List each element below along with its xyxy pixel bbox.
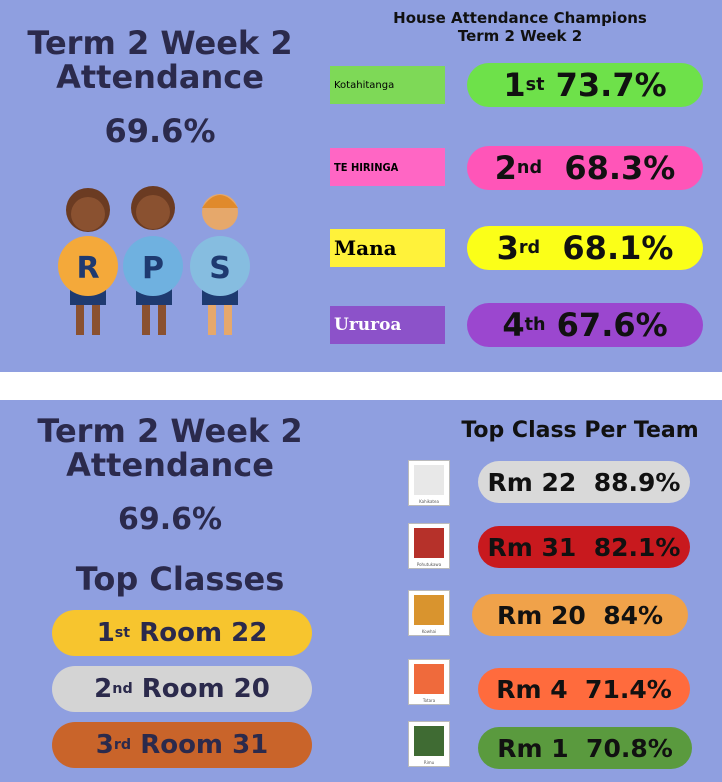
tree-name: Pohutukawa xyxy=(416,562,442,567)
room: Rm 4 xyxy=(496,674,568,704)
title: Attendance xyxy=(66,446,274,484)
letter: S xyxy=(209,251,231,286)
mascots: R P S xyxy=(58,186,250,335)
rank: 1 xyxy=(96,618,115,648)
team-icon: Kowhai xyxy=(408,590,450,636)
rank: 3 xyxy=(496,229,519,267)
tree-name: Rimu xyxy=(423,760,435,765)
per-team-title: Top Class Per Team xyxy=(461,418,699,443)
room: Room 31 xyxy=(140,730,269,760)
value: 73.7% xyxy=(555,66,667,104)
title: Term 2 Week 2 xyxy=(27,24,293,62)
suffix: nd xyxy=(516,158,543,178)
room: Rm 20 xyxy=(496,600,586,630)
value: 67.6% xyxy=(556,306,668,344)
letter: R xyxy=(76,251,99,286)
house: Mana xyxy=(330,229,445,267)
value: 84% xyxy=(603,600,664,630)
tree-name: Totara xyxy=(422,698,436,703)
top-panel: Term 2 Week 2 Attendance 69.6% R P S Hou… xyxy=(0,0,722,372)
value: 88.9% xyxy=(593,467,681,497)
team-icon: Kahikatea xyxy=(408,460,450,506)
value: 70.8% xyxy=(586,733,673,763)
top-classes-title: Top Classes xyxy=(75,560,285,598)
rank: 2 xyxy=(494,149,517,187)
room: Room 20 xyxy=(141,674,270,704)
team-icon: Totara xyxy=(408,659,450,705)
team-result: Rm 31 82.1% xyxy=(478,526,690,568)
value: 68.3% xyxy=(564,149,676,187)
title: Term 2 Week 2 xyxy=(37,412,303,450)
value: 68.1% xyxy=(562,229,674,267)
bottom-panel: Term 2 Week 2 Attendance 69.6% Top Class… xyxy=(0,400,722,782)
suffix: rd xyxy=(518,238,541,258)
title: Attendance xyxy=(56,58,264,96)
house: TE HIRINGA xyxy=(330,148,445,186)
team-result: Rm 22 88.9% xyxy=(478,461,690,503)
room: Room 22 xyxy=(139,618,268,648)
overall: 69.6% xyxy=(104,112,216,150)
rank: 4 xyxy=(502,306,525,344)
champions-title: Term 2 Week 2 xyxy=(457,27,583,45)
value: 82.1% xyxy=(593,532,681,562)
team-result: Rm 1 70.8% xyxy=(478,727,692,769)
value: 71.4% xyxy=(585,674,672,704)
team-result: Rm 20 84% xyxy=(472,594,688,636)
tree-name: Kowhai xyxy=(421,629,437,634)
room: Rm 1 xyxy=(497,733,569,763)
suffix: rd xyxy=(113,737,132,753)
tree-name: Kahikatea xyxy=(419,499,439,504)
rank: 2 xyxy=(94,674,113,704)
rank: 3 xyxy=(95,730,114,760)
team-icon: Pohutukawa xyxy=(408,523,450,569)
room: Rm 22 xyxy=(487,467,577,497)
rank: 1 xyxy=(503,66,526,104)
champions-title: House Attendance Champions xyxy=(393,9,647,27)
team-icon: Rimu xyxy=(408,721,450,767)
suffix: st xyxy=(525,75,545,95)
suffix: st xyxy=(114,625,131,641)
suffix: nd xyxy=(112,681,133,697)
house: Ururoa xyxy=(330,306,445,344)
team-result: Rm 4 71.4% xyxy=(478,668,690,710)
house: Kotahitanga xyxy=(330,66,445,104)
room: Rm 31 xyxy=(487,532,577,562)
letter: P xyxy=(142,251,164,286)
suffix: th xyxy=(524,315,546,335)
overall: 69.6% xyxy=(117,502,223,537)
